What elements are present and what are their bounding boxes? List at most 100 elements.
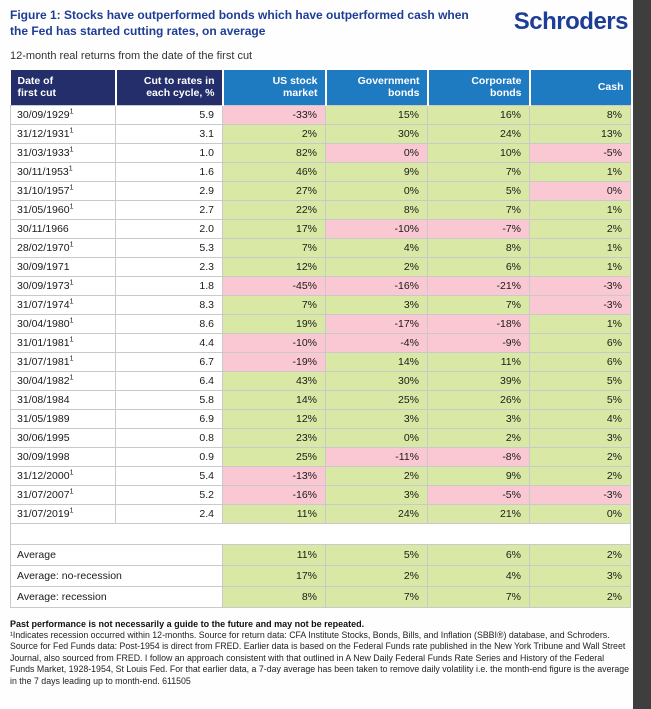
value-cell: -19%	[222, 351, 326, 372]
cut-rate-cell: 8.6	[115, 313, 223, 334]
date-cell: 30/09/1998	[10, 446, 116, 467]
cut-rate-cell: 8.3	[115, 294, 223, 315]
value-cell: 5%	[529, 370, 631, 391]
value-cell: 7%	[427, 294, 530, 315]
value-cell: 25%	[222, 446, 326, 467]
average-row: Average: no-recession 17% 2% 4% 3%	[10, 564, 631, 587]
figure-title: Figure 1: Stocks have outperformed bonds…	[10, 8, 469, 38]
value-cell: 3%	[325, 294, 428, 315]
past-performance-warning: Past performance is not necessarily a gu…	[10, 618, 365, 629]
value-cell: 82%	[222, 142, 326, 163]
table-row: 30/04/19821 6.4 43% 30% 39% 5%	[10, 370, 631, 391]
value-cell: 43%	[222, 370, 326, 391]
value-cell: 27%	[222, 180, 326, 201]
figure-page: Figure 1: Stocks have outperformed bonds…	[10, 8, 631, 687]
value-cell: -11%	[325, 446, 428, 467]
value-cell: -18%	[427, 313, 530, 334]
table-header: Date of first cut Cut to rates in each cycl…	[10, 69, 631, 106]
value-cell: 3%	[427, 408, 530, 429]
cut-rate-cell: 5.4	[115, 465, 223, 486]
value-cell: 11%	[222, 503, 326, 524]
spacer-row	[10, 522, 631, 545]
recession-marker: 1	[69, 184, 74, 192]
footnotes: Past performance is not necessarily a gu…	[10, 619, 630, 687]
value-cell: -13%	[222, 465, 326, 486]
date-cell: 30/09/19731	[10, 275, 116, 296]
value-cell: 1%	[529, 161, 631, 182]
value-cell: 0%	[529, 503, 631, 524]
value-cell: -45%	[222, 275, 326, 296]
value-cell: 1%	[529, 313, 631, 334]
page-header: Figure 1: Stocks have outperformed bonds…	[10, 8, 630, 40]
table-row: 31/07/19811 6.7 -19% 14% 11% 6%	[10, 351, 631, 372]
recession-marker: 1	[69, 146, 74, 154]
value-cell: 24%	[325, 503, 428, 524]
column-header: Cut to rates in each cycle, %	[114, 69, 223, 106]
value-cell: 16%	[427, 104, 530, 125]
value-cell: -7%	[427, 218, 530, 239]
table-row: 31/12/20001 5.4 -13% 2% 9% 2%	[10, 465, 631, 486]
value-cell: -8%	[427, 446, 530, 467]
value-cell: 6%	[529, 351, 631, 372]
date-cell: 31/07/20071	[10, 484, 116, 505]
value-cell: 17%	[222, 218, 326, 239]
value-cell: 24%	[427, 123, 530, 144]
column-header: Cash	[528, 69, 631, 106]
column-header: US stock market	[221, 69, 326, 106]
value-cell: 3%	[325, 484, 428, 505]
date-cell: 30/06/1995	[10, 427, 116, 448]
recession-marker: 1	[69, 374, 74, 382]
cut-rate-cell: 4.4	[115, 332, 223, 353]
cut-rate-cell: 1.6	[115, 161, 223, 182]
value-cell: 13%	[529, 123, 631, 144]
value-cell: 12%	[222, 256, 326, 277]
value-cell: 26%	[427, 389, 530, 410]
table-row: 30/09/19291 5.9 -33% 15% 16% 8%	[10, 104, 631, 125]
value-cell: 5%	[529, 389, 631, 410]
average-value-cell: 7%	[427, 585, 530, 608]
value-cell: 6%	[529, 332, 631, 353]
spacer-cell	[10, 522, 631, 545]
value-cell: -3%	[529, 275, 631, 296]
recession-marker: 1	[69, 298, 74, 306]
recession-marker: 1	[69, 279, 74, 287]
average-value-cell: 2%	[529, 585, 631, 608]
table-row: 30/11/19531 1.6 46% 9% 7% 1%	[10, 161, 631, 182]
value-cell: 5%	[427, 180, 530, 201]
cut-rate-cell: 5.3	[115, 237, 223, 258]
date-cell: 31/03/19331	[10, 142, 116, 163]
date-cell: 31/08/1984	[10, 389, 116, 410]
average-row: Average 11% 5% 6% 2%	[10, 543, 631, 566]
value-cell: 9%	[325, 161, 428, 182]
cut-rate-cell: 1.8	[115, 275, 223, 296]
average-value-cell: 11%	[222, 543, 326, 566]
value-cell: 4%	[325, 237, 428, 258]
value-cell: 0%	[325, 427, 428, 448]
date-cell: 31/12/19311	[10, 123, 116, 144]
value-cell: 7%	[222, 294, 326, 315]
recession-marker: 1	[69, 241, 74, 249]
value-cell: 30%	[325, 370, 428, 391]
value-cell: 2%	[325, 256, 428, 277]
column-header: Corporate bonds	[426, 69, 530, 106]
source-note: ¹Indicates recession occurred within 12-…	[10, 629, 630, 686]
average-value-cell: 6%	[427, 543, 530, 566]
value-cell: -4%	[325, 332, 428, 353]
value-cell: 7%	[222, 237, 326, 258]
date-cell: 31/05/19601	[10, 199, 116, 220]
column-header: Government bonds	[324, 69, 428, 106]
value-cell: 8%	[427, 237, 530, 258]
table-row: 31/05/19601 2.7 22% 8% 7% 1%	[10, 199, 631, 220]
cut-rate-cell: 0.8	[115, 427, 223, 448]
cut-rate-cell: 6.4	[115, 370, 223, 391]
table-row: 30/09/1998 0.9 25% -11% -8% 2%	[10, 446, 631, 467]
cut-rate-cell: 2.4	[115, 503, 223, 524]
date-cell: 31/07/20191	[10, 503, 116, 524]
cut-rate-cell: 6.9	[115, 408, 223, 429]
cut-rate-cell: 6.7	[115, 351, 223, 372]
value-cell: 2%	[529, 218, 631, 239]
cut-rate-cell: 2.3	[115, 256, 223, 277]
date-cell: 30/09/19291	[10, 104, 116, 125]
value-cell: -3%	[529, 484, 631, 505]
